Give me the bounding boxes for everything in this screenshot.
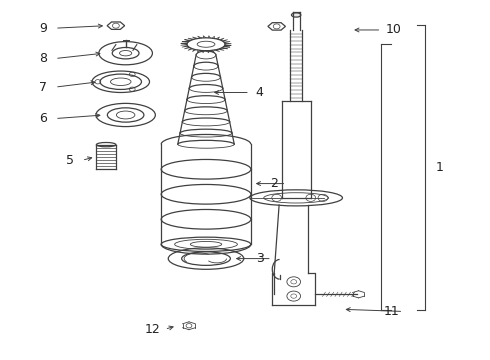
Text: 1: 1 (436, 161, 444, 174)
Text: 6: 6 (39, 112, 47, 125)
Text: 7: 7 (39, 81, 47, 94)
Text: 12: 12 (145, 323, 160, 336)
Ellipse shape (292, 13, 301, 17)
Text: 2: 2 (270, 177, 278, 190)
Text: 3: 3 (256, 252, 264, 265)
Text: 4: 4 (256, 86, 264, 99)
Text: 11: 11 (383, 305, 399, 318)
Text: 9: 9 (39, 22, 47, 35)
Text: 8: 8 (39, 52, 47, 65)
Text: 5: 5 (66, 154, 74, 167)
Text: 10: 10 (386, 23, 401, 36)
